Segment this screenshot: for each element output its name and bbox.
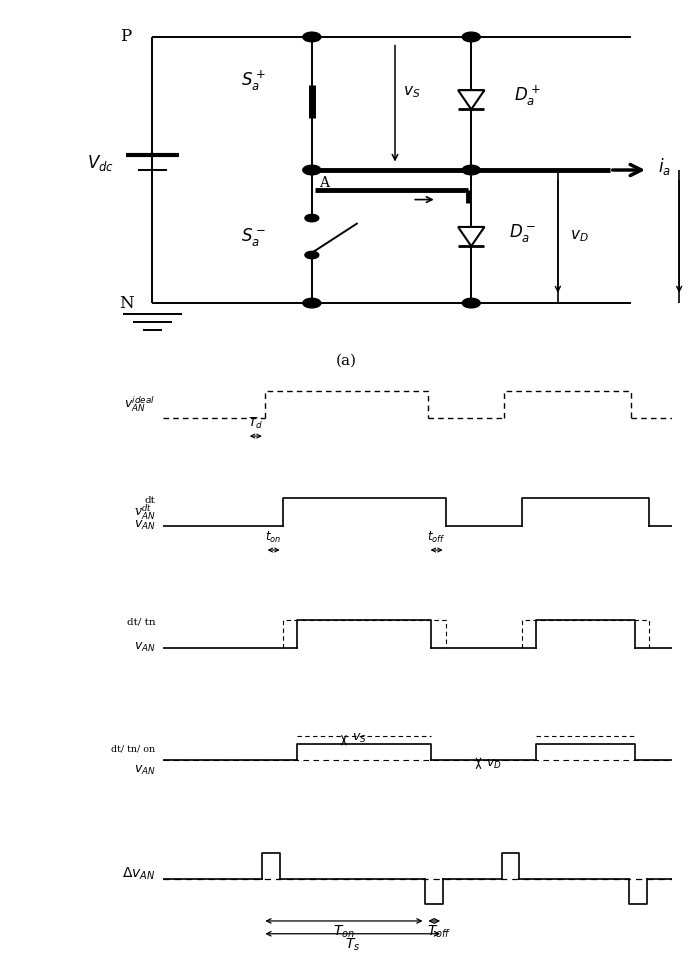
Text: A: A	[319, 176, 329, 190]
Polygon shape	[458, 227, 484, 246]
Text: $D_a^-$: $D_a^-$	[509, 222, 536, 244]
Text: $t_{on}$: $t_{on}$	[265, 530, 282, 544]
Circle shape	[305, 252, 319, 259]
Circle shape	[303, 32, 321, 42]
Text: $v_D$: $v_D$	[570, 228, 589, 245]
Text: dt: dt	[144, 496, 155, 505]
Text: $v_D$: $v_D$	[486, 758, 502, 771]
Text: P: P	[121, 29, 132, 45]
Text: dt/ tn: dt/ tn	[127, 617, 155, 627]
Circle shape	[462, 32, 480, 42]
Text: $S_a^-$: $S_a^-$	[240, 226, 265, 248]
Polygon shape	[458, 90, 484, 109]
Text: $V_{dc}$: $V_{dc}$	[87, 153, 114, 173]
Text: $T_d$: $T_d$	[248, 416, 263, 431]
Text: $T_{off}$: $T_{off}$	[427, 924, 452, 940]
Circle shape	[303, 165, 321, 175]
Text: dt/ tn/ on: dt/ tn/ on	[111, 744, 155, 753]
Text: $v_{AN}$: $v_{AN}$	[134, 518, 155, 532]
Text: $t_{off}$: $t_{off}$	[428, 530, 446, 544]
Text: $v_{AN}$: $v_{AN}$	[692, 221, 693, 238]
Circle shape	[462, 165, 480, 175]
Text: $T_{on}$: $T_{on}$	[333, 924, 355, 940]
Text: $\Delta v_{AN}$: $\Delta v_{AN}$	[122, 865, 155, 882]
Text: $v_{AN}^{ideal}$: $v_{AN}^{ideal}$	[124, 395, 155, 415]
Text: $i_a$: $i_a$	[658, 156, 672, 177]
Text: $v_S$: $v_S$	[351, 732, 366, 745]
Text: $v_{AN}$: $v_{AN}$	[134, 640, 155, 654]
Text: $T_s$: $T_s$	[345, 936, 360, 952]
Text: $S_a^+$: $S_a^+$	[240, 69, 265, 93]
Text: $\mathdefault{v}_{AN}^{\mathdefault{dt}}$: $\mathdefault{v}_{AN}^{\mathdefault{dt}}…	[134, 502, 155, 521]
Text: $v_S$: $v_S$	[403, 84, 421, 100]
Circle shape	[305, 214, 319, 222]
Circle shape	[462, 299, 480, 308]
Text: $v_{AN}$: $v_{AN}$	[134, 764, 155, 778]
Text: $D_a^+$: $D_a^+$	[514, 84, 541, 108]
Text: (a): (a)	[336, 353, 357, 368]
Circle shape	[303, 299, 321, 308]
Text: N: N	[119, 295, 134, 312]
